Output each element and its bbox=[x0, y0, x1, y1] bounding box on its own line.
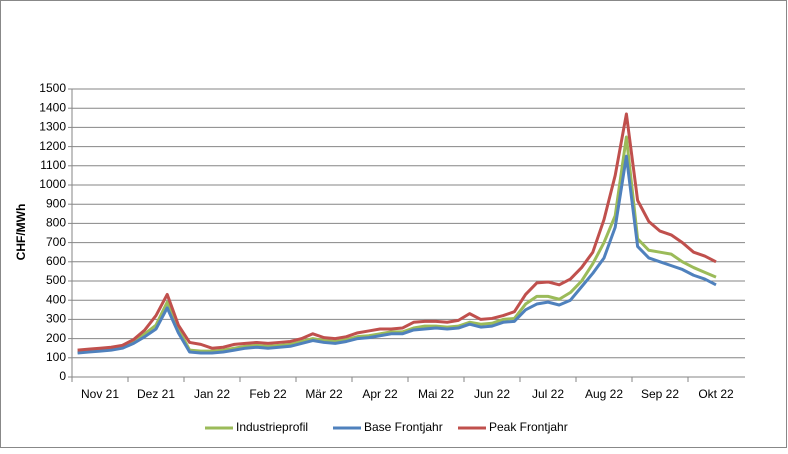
x-tick-label: Sep 22 bbox=[641, 387, 679, 401]
x-tick-label: Mai 22 bbox=[418, 387, 454, 401]
x-tick-label: Jun 22 bbox=[474, 387, 510, 401]
y-tick-label: 400 bbox=[46, 292, 66, 306]
y-tick-label: 1000 bbox=[39, 177, 66, 191]
y-tick-label: 0 bbox=[59, 369, 66, 383]
x-tick-label: Jul 22 bbox=[532, 387, 564, 401]
y-tick-label: 800 bbox=[46, 216, 66, 230]
y-tick-label: 200 bbox=[46, 331, 66, 345]
y-tick-label: 700 bbox=[46, 235, 66, 249]
y-tick-label: 600 bbox=[46, 254, 66, 268]
y-tick-label: 1100 bbox=[40, 158, 66, 172]
x-tick-label: Apr 22 bbox=[362, 387, 398, 401]
y-tick-label: 1200 bbox=[39, 139, 66, 153]
y-tick-label: 1300 bbox=[39, 120, 66, 134]
legend-label: Peak Frontjahr bbox=[489, 420, 568, 434]
y-tick-label: 900 bbox=[46, 196, 66, 210]
x-tick-label: Nov 21 bbox=[81, 387, 119, 401]
legend-label: Base Frontjahr bbox=[364, 420, 443, 434]
series-line bbox=[77, 154, 717, 355]
x-tick-label: Mär 22 bbox=[305, 387, 343, 401]
x-tick-label: Dez 21 bbox=[137, 387, 175, 401]
y-tick-label: 300 bbox=[46, 312, 66, 326]
x-tick-label: Jan 22 bbox=[194, 387, 230, 401]
x-tick-label: Aug 22 bbox=[585, 387, 623, 401]
x-tick-label: Feb 22 bbox=[249, 387, 287, 401]
legend-label: Industrieprofil bbox=[236, 420, 308, 434]
y-axis-label: CHF/MWh bbox=[14, 204, 28, 261]
y-tick-label: 1400 bbox=[39, 100, 66, 114]
y-tick-label: 500 bbox=[46, 273, 66, 287]
y-tick-label: 100 bbox=[46, 350, 66, 364]
y-tick-label: 1500 bbox=[39, 81, 66, 95]
x-tick-label: Okt 22 bbox=[698, 387, 734, 401]
series-line bbox=[77, 112, 717, 352]
